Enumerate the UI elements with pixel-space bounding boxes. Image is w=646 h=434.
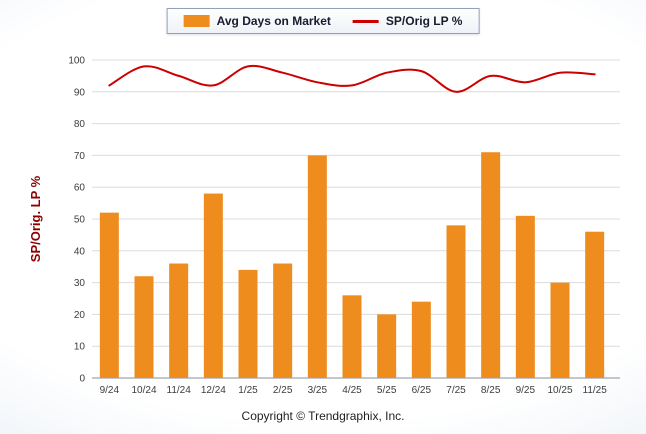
y-axis-title: SP/Orig. LP % xyxy=(28,175,43,262)
bar-5/25 xyxy=(377,314,397,378)
x-tick-label: 7/25 xyxy=(446,385,466,396)
sp-orig-lp-line xyxy=(108,64,596,93)
bar-2/25 xyxy=(273,263,293,378)
copyright-text: Copyright © Trendgraphix, Inc. xyxy=(241,409,405,423)
y-tick-label: 90 xyxy=(74,87,86,98)
legend-label-sp-orig-lp: SP/Orig LP % xyxy=(385,14,463,28)
x-tick-label: 11/24 xyxy=(167,385,192,396)
bar-9/25 xyxy=(515,215,535,378)
x-tick-label: 3/25 xyxy=(308,385,328,396)
y-tick-label: 10 xyxy=(74,342,86,353)
bar-3/25 xyxy=(307,155,327,378)
x-tick-label: 9/25 xyxy=(516,385,536,396)
bar-4/25 xyxy=(342,295,362,378)
bar-12/24 xyxy=(203,193,223,378)
y-tick-label: 60 xyxy=(74,183,86,194)
y-tick-label: 80 xyxy=(74,119,86,130)
y-tick-label: 50 xyxy=(74,215,86,226)
x-tick-label: 10/25 xyxy=(547,385,572,396)
legend-label-avg-days: Avg Days on Market xyxy=(216,14,331,28)
x-tick-label: 5/25 xyxy=(377,385,397,396)
x-tick-label: 4/25 xyxy=(342,385,362,396)
bar-11/24 xyxy=(169,263,189,378)
x-tick-label: 10/24 xyxy=(131,385,156,396)
y-tick-label: 0 xyxy=(79,374,85,385)
x-tick-label: 9/24 xyxy=(100,385,120,396)
y-tick-label: 20 xyxy=(74,310,86,321)
x-tick-label: 6/25 xyxy=(412,385,432,396)
bar-7/25 xyxy=(446,225,466,378)
bar-11/25 xyxy=(585,231,605,378)
y-tick-label: 100 xyxy=(68,56,85,67)
x-tick-label: 12/24 xyxy=(201,385,226,396)
x-tick-label: 8/25 xyxy=(481,385,501,396)
bar-10/25 xyxy=(550,282,570,378)
bar-10/24 xyxy=(134,276,154,378)
bar-1/25 xyxy=(238,269,258,378)
y-tick-label: 70 xyxy=(74,151,86,162)
line-swatch-icon xyxy=(352,19,379,23)
x-tick-label: 1/25 xyxy=(238,385,258,396)
bar-8/25 xyxy=(481,152,501,378)
x-tick-label: 11/25 xyxy=(583,385,608,396)
x-tick-label: 2/25 xyxy=(273,385,293,396)
y-tick-label: 40 xyxy=(74,246,86,257)
bar-swatch-icon xyxy=(183,15,210,27)
legend-item-sp-orig-lp: SP/Orig LP % xyxy=(352,14,463,28)
y-tick-label: 30 xyxy=(74,278,86,289)
legend-item-avg-days-on-market: Avg Days on Market xyxy=(183,14,331,28)
chart-legend: Avg Days on Market SP/Orig LP % xyxy=(166,8,480,34)
chart-canvas: 0 10 20 30 40 50 60 70 80 90 100 9/24 10/24 11/24 12/2… xyxy=(28,56,620,396)
bar-6/25 xyxy=(411,301,431,378)
bar-9/24 xyxy=(99,212,119,378)
